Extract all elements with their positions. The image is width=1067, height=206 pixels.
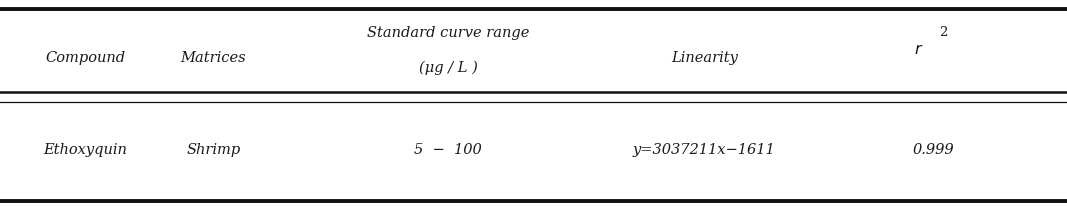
Text: Standard curve range: Standard curve range xyxy=(367,26,529,40)
Text: Linearity: Linearity xyxy=(671,51,737,65)
Text: Compound: Compound xyxy=(45,51,126,65)
Text: y=3037211x−1611: y=3037211x−1611 xyxy=(633,143,776,157)
Text: Ethoxyquin: Ethoxyquin xyxy=(44,143,127,157)
Text: Shrimp: Shrimp xyxy=(187,143,240,157)
Text: (μg / L ): (μg / L ) xyxy=(418,61,478,75)
Text: Matrices: Matrices xyxy=(180,51,246,65)
Text: $\it{r}$: $\it{r}$ xyxy=(913,41,923,58)
Text: 5  −  100: 5 − 100 xyxy=(414,143,482,157)
Text: 0.999: 0.999 xyxy=(912,143,955,157)
Text: 2: 2 xyxy=(939,26,947,40)
